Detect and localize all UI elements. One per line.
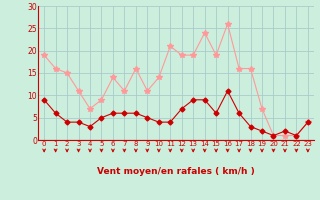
X-axis label: Vent moyen/en rafales ( km/h ): Vent moyen/en rafales ( km/h ): [97, 167, 255, 176]
